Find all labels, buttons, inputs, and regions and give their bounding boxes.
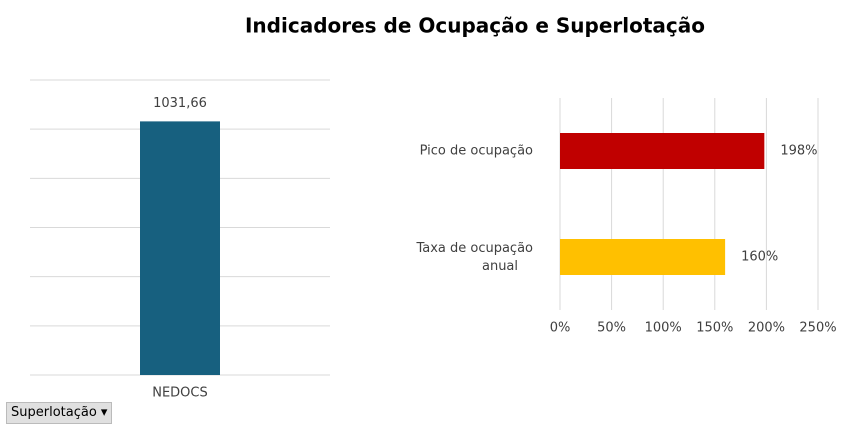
filter-button[interactable]: Superlotação ▾ [6,402,113,424]
x-tick-label: 150% [696,321,733,336]
value-label: 198% [780,144,817,159]
chart-title: Indicadores de Ocupação e Superlotação [245,14,705,38]
bar [140,121,220,376]
y-tick-label: Taxa de ocupação anual [415,241,533,274]
x-tick-label: 0% [550,321,571,336]
x-tick-label: 250% [799,321,836,336]
y-tick-label: Pico de ocupação [420,144,533,159]
filter-label: Superlotação [11,405,97,420]
value-label: 160% [741,250,778,265]
bar [560,133,765,169]
x-tick-label: 200% [748,321,785,336]
x-tick-label: NEDOCS [152,386,208,401]
x-tick-label: 50% [597,321,626,336]
bar [560,239,726,275]
x-tick-label: 100% [645,321,682,336]
value-label: 1031,66 [153,96,207,111]
